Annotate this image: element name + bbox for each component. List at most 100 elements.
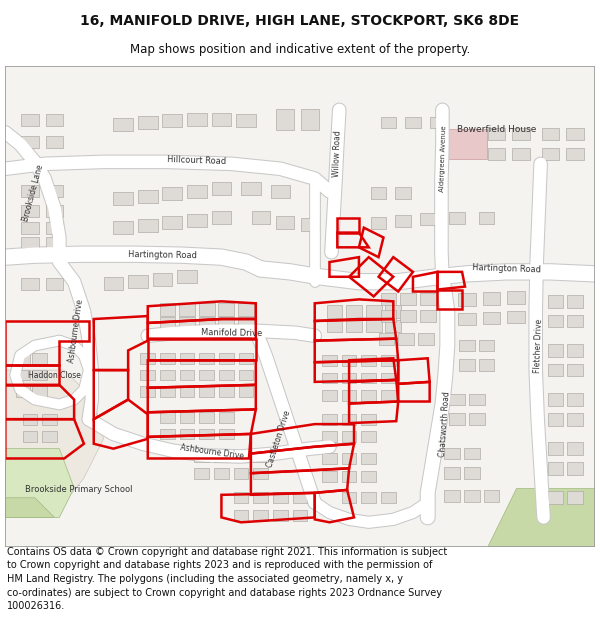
Polygon shape [16,369,31,381]
Polygon shape [253,451,268,462]
Polygon shape [277,216,294,229]
Polygon shape [140,369,155,381]
Polygon shape [46,186,64,198]
Polygon shape [234,510,248,521]
Polygon shape [567,314,583,328]
Polygon shape [464,490,480,502]
Text: Castleton Drive: Castleton Drive [265,409,292,469]
Polygon shape [163,216,182,229]
Polygon shape [469,413,485,425]
Polygon shape [366,305,382,318]
Polygon shape [566,148,584,160]
Polygon shape [163,114,182,127]
Polygon shape [199,316,215,329]
Polygon shape [239,353,253,364]
Polygon shape [371,188,386,199]
Polygon shape [32,369,47,381]
Polygon shape [212,113,231,126]
Polygon shape [273,492,288,503]
Text: Aldergreen Avenue: Aldergreen Avenue [439,126,448,192]
Polygon shape [160,353,175,364]
Polygon shape [398,332,414,344]
Polygon shape [469,394,485,406]
Polygon shape [179,386,194,397]
Polygon shape [379,332,394,344]
Polygon shape [548,442,563,455]
Polygon shape [214,468,229,479]
Polygon shape [567,295,583,308]
Polygon shape [212,182,231,195]
Polygon shape [512,148,530,160]
Polygon shape [21,186,39,198]
Polygon shape [234,468,248,479]
Text: Fletcher Drive: Fletcher Drive [533,318,544,372]
Polygon shape [326,305,342,318]
Text: Map shows position and indicative extent of the property.: Map shows position and indicative extent… [130,42,470,56]
Polygon shape [42,431,57,442]
Text: Willow Road: Willow Road [332,131,343,178]
Polygon shape [322,390,337,401]
Polygon shape [567,491,583,504]
Polygon shape [177,271,197,283]
Polygon shape [418,332,434,344]
Polygon shape [293,510,307,521]
Polygon shape [199,353,214,364]
Polygon shape [322,471,337,481]
Polygon shape [271,185,290,198]
Text: Manifold Drive: Manifold Drive [200,328,262,338]
Polygon shape [346,305,362,318]
Text: Brookside Primary School: Brookside Primary School [25,486,133,494]
Text: Ashbourne Drive: Ashbourne Drive [179,442,244,461]
Polygon shape [371,217,386,229]
Polygon shape [381,492,396,503]
Polygon shape [21,114,39,126]
Text: Haddon Close: Haddon Close [28,371,81,379]
Polygon shape [160,429,175,439]
Polygon shape [218,302,234,316]
Polygon shape [140,353,155,364]
Polygon shape [381,372,396,383]
Polygon shape [548,314,563,328]
Polygon shape [21,222,39,234]
Polygon shape [46,278,64,289]
Polygon shape [381,355,396,366]
Polygon shape [322,453,337,464]
Polygon shape [548,364,563,376]
Polygon shape [219,369,234,381]
Polygon shape [218,316,234,329]
Polygon shape [23,414,37,424]
Polygon shape [420,294,436,305]
Polygon shape [361,372,376,383]
Polygon shape [21,236,39,248]
Polygon shape [199,369,214,381]
Polygon shape [342,453,356,464]
Polygon shape [239,369,253,381]
Polygon shape [46,222,64,234]
Polygon shape [449,394,465,406]
Polygon shape [484,490,499,502]
Polygon shape [241,182,261,195]
Polygon shape [199,412,214,422]
Polygon shape [395,188,411,199]
Polygon shape [138,190,158,202]
Polygon shape [179,429,194,439]
Polygon shape [380,117,396,129]
Polygon shape [252,211,269,224]
Polygon shape [301,109,319,131]
Polygon shape [346,319,362,332]
Polygon shape [361,453,376,464]
Polygon shape [160,316,175,329]
Polygon shape [507,311,525,324]
Polygon shape [238,302,254,316]
Polygon shape [5,449,74,518]
Polygon shape [361,431,376,442]
Polygon shape [380,310,396,322]
Polygon shape [293,492,307,503]
Polygon shape [380,294,396,305]
Polygon shape [46,136,64,148]
Polygon shape [5,370,104,518]
Polygon shape [361,414,376,424]
Polygon shape [567,462,583,475]
Polygon shape [113,192,133,204]
Polygon shape [322,355,337,366]
